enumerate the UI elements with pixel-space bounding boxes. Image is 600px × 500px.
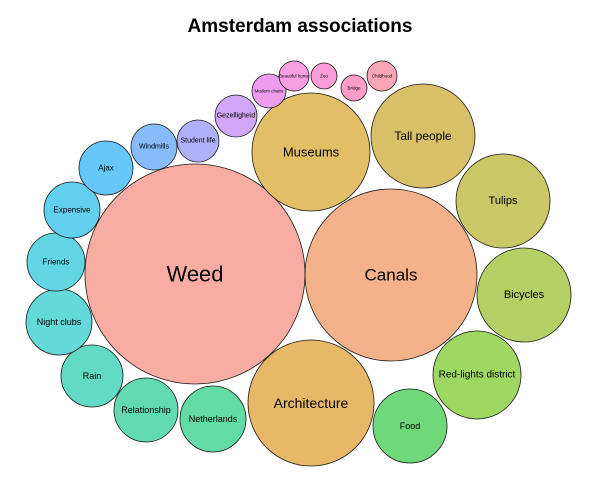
bubble-friends: Friends (26, 232, 86, 292)
bubble-label-zoo: Zoo (320, 74, 328, 79)
bubble-label-tulips: Tulips (489, 195, 518, 207)
bubble-label-bridge: Bridge (347, 86, 361, 91)
bubble-circle-museums (251, 92, 371, 212)
bubble-weed: Weed (84, 163, 306, 385)
bubble-circle-bicycles (476, 247, 572, 343)
bubble-circle-canals (304, 188, 478, 362)
bubble-bridge: Bridge (340, 74, 368, 102)
bubble-architecture: Architecture (247, 339, 375, 467)
bubble-circle-architecture (247, 339, 375, 467)
bubble-circle-student-life (176, 119, 220, 163)
bubble-tall-people: Tall people (370, 83, 476, 189)
bubble-label-bicycles: Bicycles (504, 289, 545, 301)
bubble-label-weed: Weed (166, 262, 223, 287)
bubble-windmills: Windmills (130, 123, 178, 171)
bubble-expensive: Expensive (43, 181, 101, 239)
bubble-food: Food (372, 388, 448, 464)
bubble-student-life: Student life (176, 119, 220, 163)
bubble-circle-ajax (78, 140, 134, 196)
bubble-museums: Museums (251, 92, 371, 212)
bubble-ajax: Ajax (78, 140, 134, 196)
bubble-circle-red-lights-district (432, 330, 522, 420)
bubble-circle-tulips (455, 153, 551, 249)
bubble-red-lights-district: Red-lights district (432, 330, 522, 420)
bubble-circle-windmills (130, 123, 178, 171)
bubble-relationship: Relationship (113, 377, 179, 443)
bubble-circle-expensive (43, 181, 101, 239)
bubble-label-food: Food (400, 421, 421, 431)
bubble-label-rain: Rain (83, 371, 102, 381)
bubble-circle-relationship (113, 377, 179, 443)
bubble-label-canals: Canals (365, 266, 418, 285)
bubble-circle-zoo (310, 62, 338, 90)
bubble-label-student-life: Student life (180, 138, 215, 145)
bubble-circle-bridge (340, 74, 368, 102)
bubble-childhood: Childhood (366, 60, 398, 92)
bubble-circle-netherlands (179, 385, 247, 453)
bubble-tulips: Tulips (455, 153, 551, 249)
bubble-label-beautiful-home: Beautiful home (279, 74, 310, 79)
bubble-label-childhood: Childhood (372, 74, 393, 79)
bubble-label-netherlands: Netherlands (189, 414, 238, 424)
bubble-rain: Rain (60, 344, 124, 408)
bubble-circle-childhood (366, 60, 398, 92)
bubble-circle-modern-chairs (251, 73, 287, 109)
bubble-label-expensive: Expensive (54, 206, 91, 215)
bubble-label-night-clubs: Night clubs (37, 317, 82, 327)
bubble-label-architecture: Architecture (274, 395, 349, 411)
bubble-label-modern-chairs: Modern chairs (255, 89, 284, 94)
bubble-gezelligheid: Gezelligheid (214, 94, 258, 138)
bubble-label-museums: Museums (283, 145, 340, 160)
chart-title: Amsterdam associations (187, 16, 413, 37)
bubble-label-relationship: Relationship (121, 405, 171, 415)
bubble-netherlands: Netherlands (179, 385, 247, 453)
bubble-circle-tall-people (370, 83, 476, 189)
bubble-circle-gezelligheid (214, 94, 258, 138)
bubble-circle-food (372, 388, 448, 464)
bubble-canals: Canals (304, 188, 478, 362)
bubble-circle-rain (60, 344, 124, 408)
bubble-bicycles: Bicycles (476, 247, 572, 343)
bubble-label-tall-people: Tall people (394, 129, 452, 143)
bubble-circle-beautiful-home (278, 60, 310, 92)
bubble-label-friends: Friends (43, 258, 70, 267)
bubble-zoo: Zoo (310, 62, 338, 90)
bubble-beautiful-home: Beautiful home (278, 60, 310, 92)
bubble-label-ajax: Ajax (98, 164, 114, 173)
bubble-label-gezelligheid: Gezelligheid (217, 113, 256, 120)
bubble-label-windmills: Windmills (139, 144, 169, 151)
bubble-label-red-lights-district: Red-lights district (439, 370, 516, 381)
bubble-modern-chairs: Modern chairs (251, 73, 287, 109)
bubble-night-clubs: Night clubs (25, 288, 93, 356)
